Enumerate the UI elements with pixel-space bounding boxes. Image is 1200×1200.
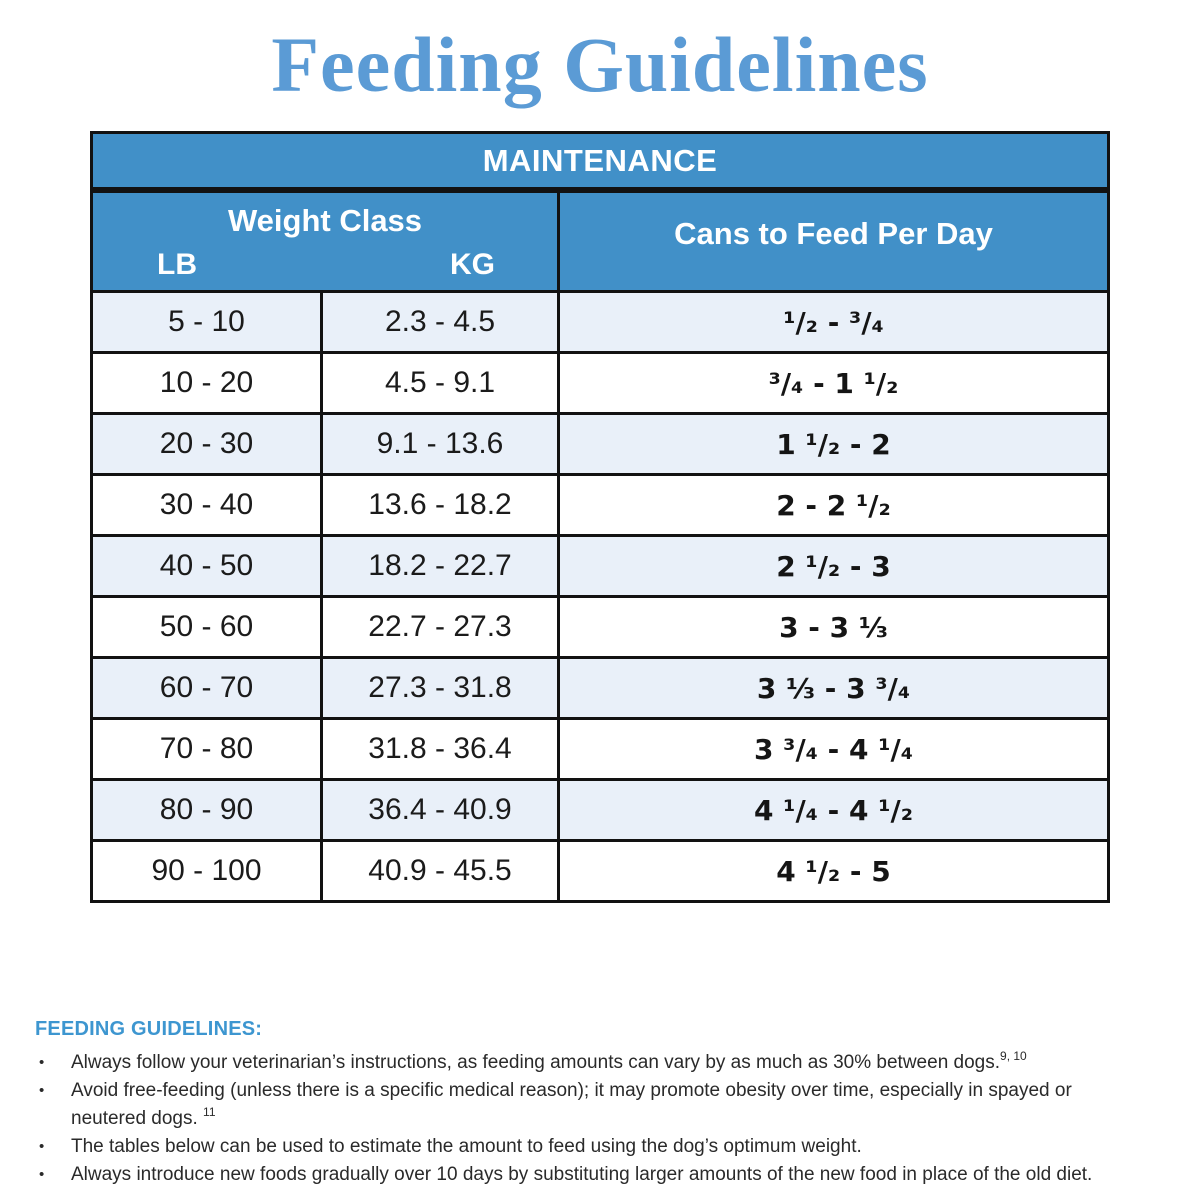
list-item: Always follow your veterinarian’s instru… — [35, 1049, 1135, 1077]
bullet-text: Always introduce new foods gradually ove… — [71, 1164, 1093, 1185]
column-divider — [320, 354, 323, 412]
lb-value: 5 - 10 — [168, 305, 245, 338]
column-divider — [557, 659, 560, 717]
table-row: 80 - 90 36.4 - 40.9 4 ¹/₄ - 4 ¹/₂ — [93, 778, 1107, 839]
weight-class-header-cell: Weight Class LB KG — [93, 193, 557, 290]
footnote-ref: 11 — [203, 1104, 216, 1119]
column-divider — [320, 659, 323, 717]
page: Feeding Guidelines MAINTENANCE Weight Cl… — [0, 26, 1200, 1200]
column-divider — [557, 781, 560, 839]
lb-value: 90 - 100 — [151, 854, 262, 887]
lb-value: 70 - 80 — [159, 732, 254, 765]
column-divider — [320, 537, 323, 595]
table-row: 10 - 20 4.5 - 9.1 ³/₄ - 1 ¹/₂ — [93, 351, 1107, 412]
kg-value: 2.3 - 4.5 — [384, 305, 496, 338]
column-divider — [557, 476, 560, 534]
lb-value: 20 - 30 — [159, 427, 254, 460]
feeding-table: MAINTENANCE Weight Class LB KG Cans to F… — [90, 131, 1110, 903]
kg-value: 36.4 - 40.9 — [368, 793, 512, 826]
cans-value: 2 - 2 ¹/₂ — [776, 488, 891, 522]
table-section-header: MAINTENANCE — [93, 134, 1107, 193]
bullet-text: Avoid free-feeding (unless there is a sp… — [71, 1080, 1072, 1129]
column-divider — [320, 842, 323, 900]
footnote-ref: 9, 10 — [1000, 1048, 1027, 1063]
table-row: 50 - 60 22.7 - 27.3 3 - 3 ⅓ — [93, 595, 1107, 656]
kg-value: 27.3 - 31.8 — [368, 671, 512, 704]
table-row: 60 - 70 27.3 - 31.8 3 ⅓ - 3 ³/₄ — [93, 656, 1107, 717]
cans-value: ¹/₂ - ³/₄ — [783, 305, 884, 339]
table-row: 40 - 50 18.2 - 22.7 2 ¹/₂ - 3 — [93, 534, 1107, 595]
column-divider — [320, 720, 323, 778]
kg-value: 18.2 - 22.7 — [368, 549, 512, 582]
page-title: Feeding Guidelines — [271, 21, 929, 108]
column-divider — [320, 476, 323, 534]
column-divider — [320, 293, 323, 351]
cans-value: 2 ¹/₂ - 3 — [776, 549, 891, 583]
column-divider — [557, 193, 560, 290]
weight-units-row: LB KG — [93, 248, 557, 282]
cans-value: 3 ³/₄ - 4 ¹/₄ — [753, 732, 914, 766]
table-column-headers: Weight Class LB KG Cans to Feed Per Day — [93, 193, 1107, 290]
column-divider — [557, 537, 560, 595]
kg-value: 22.7 - 27.3 — [368, 610, 512, 643]
bullet-text: The tables below can be used to estimate… — [71, 1136, 862, 1157]
list-item: The tables below can be used to estimate… — [35, 1133, 1135, 1161]
footnotes-section: FEEDING GUIDELINES: Always follow your v… — [35, 1018, 1170, 1189]
table-body: 5 - 10 2.3 - 4.5 ¹/₂ - ³/₄ 10 - 20 4.5 -… — [93, 290, 1107, 900]
cans-column-header: Cans to Feed Per Day — [674, 215, 993, 251]
table-row: 20 - 30 9.1 - 13.6 1 ¹/₂ - 2 — [93, 412, 1107, 473]
lb-column-header: LB — [157, 248, 197, 281]
kg-value: 9.1 - 13.6 — [376, 427, 504, 460]
cans-value: 3 - 3 ⅓ — [779, 610, 888, 644]
kg-value: 40.9 - 45.5 — [368, 854, 512, 887]
kg-value: 31.8 - 36.4 — [368, 732, 512, 765]
cans-value: 4 ¹/₂ - 5 — [776, 854, 891, 888]
table-row: 90 - 100 40.9 - 45.5 4 ¹/₂ - 5 — [93, 839, 1107, 900]
lb-value: 80 - 90 — [159, 793, 254, 826]
cans-value: 4 ¹/₄ - 4 ¹/₂ — [753, 793, 914, 827]
footnotes-list: Always follow your veterinarian’s instru… — [35, 1049, 1135, 1189]
kg-value: 13.6 - 18.2 — [368, 488, 512, 521]
column-divider — [557, 415, 560, 473]
column-divider — [557, 842, 560, 900]
list-item: Avoid free-feeding (unless there is a sp… — [35, 1077, 1135, 1133]
lb-value: 10 - 20 — [159, 366, 254, 399]
column-divider — [320, 598, 323, 656]
column-divider — [557, 354, 560, 412]
weight-class-label: Weight Class — [227, 203, 423, 238]
cans-value: 1 ¹/₂ - 2 — [776, 427, 891, 461]
column-divider — [557, 598, 560, 656]
footnotes-heading: FEEDING GUIDELINES: — [35, 1018, 263, 1040]
table-row: 70 - 80 31.8 - 36.4 3 ³/₄ - 4 ¹/₄ — [93, 717, 1107, 778]
column-divider — [557, 720, 560, 778]
lb-value: 40 - 50 — [159, 549, 254, 582]
kg-value: 4.5 - 9.1 — [384, 366, 496, 399]
table-row: 30 - 40 13.6 - 18.2 2 - 2 ¹/₂ — [93, 473, 1107, 534]
list-item: Always introduce new foods gradually ove… — [35, 1161, 1135, 1189]
kg-column-header: KG — [450, 248, 495, 281]
cans-value: ³/₄ - 1 ¹/₂ — [768, 366, 899, 400]
column-divider — [557, 293, 560, 351]
lb-value: 60 - 70 — [159, 671, 254, 704]
cans-value: 3 ⅓ - 3 ³/₄ — [756, 671, 911, 705]
column-divider — [320, 415, 323, 473]
lb-value: 30 - 40 — [159, 488, 254, 521]
bullet-text: Always follow your veterinarian’s instru… — [71, 1052, 1001, 1073]
column-divider — [320, 781, 323, 839]
lb-value: 50 - 60 — [159, 610, 254, 643]
table-row: 5 - 10 2.3 - 4.5 ¹/₂ - ³/₄ — [93, 290, 1107, 351]
